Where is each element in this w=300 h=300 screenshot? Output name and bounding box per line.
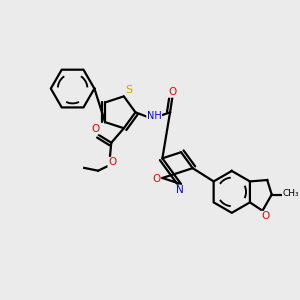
Text: S: S bbox=[125, 85, 132, 95]
Text: O: O bbox=[152, 174, 160, 184]
Text: NH: NH bbox=[147, 112, 161, 122]
Text: O: O bbox=[261, 211, 269, 221]
Text: O: O bbox=[92, 124, 100, 134]
Text: N: N bbox=[176, 185, 184, 195]
Text: CH₃: CH₃ bbox=[283, 190, 300, 199]
Text: O: O bbox=[168, 87, 176, 97]
Text: O: O bbox=[108, 157, 116, 167]
